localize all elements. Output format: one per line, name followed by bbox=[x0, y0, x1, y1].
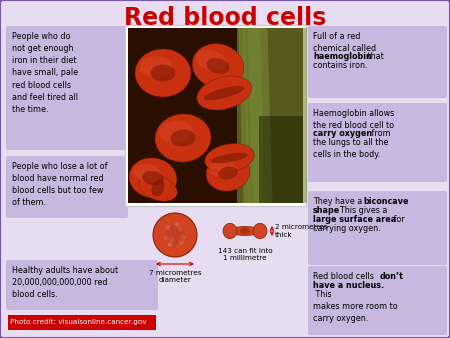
FancyBboxPatch shape bbox=[237, 28, 306, 203]
Ellipse shape bbox=[142, 171, 164, 185]
FancyBboxPatch shape bbox=[6, 26, 128, 150]
Circle shape bbox=[179, 240, 184, 244]
FancyBboxPatch shape bbox=[6, 156, 128, 218]
Circle shape bbox=[177, 226, 183, 232]
Text: the lungs to all the
cells in the body.: the lungs to all the cells in the body. bbox=[313, 138, 388, 159]
Text: Photo credit: visualsonline.cancer.gov: Photo credit: visualsonline.cancer.gov bbox=[10, 319, 147, 325]
Ellipse shape bbox=[152, 179, 164, 197]
Circle shape bbox=[165, 236, 170, 241]
Text: have a nucleus.: have a nucleus. bbox=[313, 281, 384, 290]
Ellipse shape bbox=[150, 65, 176, 81]
Ellipse shape bbox=[155, 114, 211, 162]
Text: Full of a red
chemical called: Full of a red chemical called bbox=[313, 32, 376, 65]
Text: People who lose a lot of
blood have normal red
blood cells but too few
of them.: People who lose a lot of blood have norm… bbox=[12, 162, 108, 208]
Text: 7 micrometres
diameter: 7 micrometres diameter bbox=[148, 270, 201, 284]
Circle shape bbox=[167, 241, 172, 246]
FancyBboxPatch shape bbox=[308, 103, 447, 182]
FancyBboxPatch shape bbox=[128, 28, 303, 203]
Text: . This gives a: . This gives a bbox=[335, 206, 387, 215]
Text: 2 micrometres
thick: 2 micrometres thick bbox=[275, 224, 328, 238]
Ellipse shape bbox=[197, 76, 252, 110]
Ellipse shape bbox=[139, 175, 177, 201]
Ellipse shape bbox=[207, 58, 230, 74]
Text: don’t: don’t bbox=[380, 272, 404, 281]
Ellipse shape bbox=[206, 155, 250, 191]
Text: 143 can fit into
1 millimetre: 143 can fit into 1 millimetre bbox=[218, 248, 272, 262]
Ellipse shape bbox=[211, 153, 248, 163]
Ellipse shape bbox=[223, 223, 237, 239]
Text: biconcave: biconcave bbox=[363, 197, 409, 206]
Text: shape: shape bbox=[313, 206, 340, 215]
FancyBboxPatch shape bbox=[308, 26, 447, 98]
FancyBboxPatch shape bbox=[8, 315, 156, 330]
Ellipse shape bbox=[171, 129, 196, 146]
Ellipse shape bbox=[218, 167, 238, 179]
Text: This
makes more room to
carry oxygen.: This makes more room to carry oxygen. bbox=[313, 290, 398, 323]
Circle shape bbox=[180, 235, 185, 240]
Ellipse shape bbox=[209, 160, 236, 177]
Ellipse shape bbox=[129, 158, 177, 198]
Text: that: that bbox=[365, 52, 384, 61]
FancyBboxPatch shape bbox=[6, 260, 158, 310]
FancyBboxPatch shape bbox=[125, 25, 306, 206]
Ellipse shape bbox=[139, 56, 173, 78]
Circle shape bbox=[175, 222, 180, 227]
Text: carry oxygen: carry oxygen bbox=[313, 129, 372, 138]
Text: haemoglobin: haemoglobin bbox=[313, 52, 372, 61]
FancyBboxPatch shape bbox=[308, 191, 447, 265]
Text: for: for bbox=[391, 215, 405, 224]
Circle shape bbox=[170, 238, 175, 242]
Text: Red blood cells: Red blood cells bbox=[124, 6, 326, 30]
Ellipse shape bbox=[196, 50, 227, 71]
Ellipse shape bbox=[205, 144, 254, 172]
Ellipse shape bbox=[240, 227, 250, 235]
Text: Haemoglobin allows
the red blood cell to: Haemoglobin allows the red blood cell to bbox=[313, 109, 394, 142]
Ellipse shape bbox=[192, 44, 244, 88]
FancyBboxPatch shape bbox=[259, 116, 303, 203]
FancyBboxPatch shape bbox=[0, 0, 450, 338]
Text: People who do
not get enough
iron in their diet
have small, pale
red blood cells: People who do not get enough iron in the… bbox=[12, 32, 78, 114]
Ellipse shape bbox=[230, 226, 260, 236]
Text: large surface area: large surface area bbox=[313, 215, 396, 224]
Circle shape bbox=[153, 213, 197, 257]
FancyBboxPatch shape bbox=[308, 266, 447, 335]
Ellipse shape bbox=[204, 86, 244, 100]
Ellipse shape bbox=[159, 121, 193, 143]
Ellipse shape bbox=[253, 223, 267, 239]
Text: from: from bbox=[369, 129, 391, 138]
Ellipse shape bbox=[133, 164, 161, 182]
Circle shape bbox=[166, 225, 171, 231]
Text: Red blood cells: Red blood cells bbox=[313, 272, 376, 281]
Text: carrying oxygen.: carrying oxygen. bbox=[313, 224, 381, 233]
Text: They have a: They have a bbox=[313, 197, 365, 206]
Text: Healthy adults have about
20,000,000,000,000 red
blood cells.: Healthy adults have about 20,000,000,000… bbox=[12, 266, 118, 299]
Circle shape bbox=[165, 225, 185, 245]
Ellipse shape bbox=[135, 49, 191, 97]
Text: contains iron.: contains iron. bbox=[313, 61, 368, 70]
